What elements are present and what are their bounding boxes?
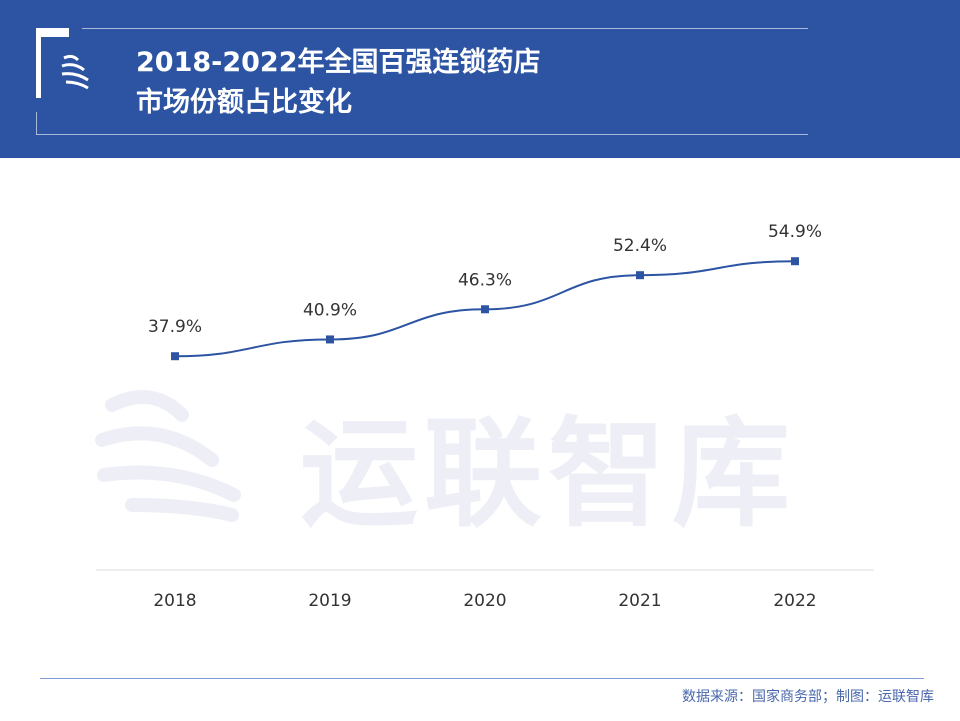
- x-tick-label: 2020: [463, 591, 506, 611]
- footer-rule: [40, 678, 924, 679]
- data-label: 46.3%: [458, 270, 512, 290]
- data-label: 40.9%: [303, 300, 357, 320]
- x-tick-label: 2019: [308, 591, 351, 611]
- bracket-line: [36, 112, 37, 134]
- bottom-rule: [36, 134, 808, 135]
- data-label: 54.9%: [768, 222, 822, 242]
- chart-title-line1: 2018-2022年全国百强连锁药店: [136, 47, 541, 78]
- data-point: [326, 335, 334, 344]
- data-point: [171, 352, 179, 361]
- data-point: [481, 305, 489, 314]
- data-label: 52.4%: [613, 236, 667, 256]
- logo-icon: [61, 54, 89, 90]
- chart-title-line2: 市场份额占比变化: [136, 87, 352, 118]
- x-tick-label: 2021: [618, 591, 661, 611]
- data-point: [791, 257, 799, 266]
- top-rule: [82, 28, 808, 29]
- bracket-decoration: [36, 28, 69, 98]
- source-note: 数据来源：国家商务部；制图：运联智库: [682, 689, 934, 705]
- header-banner: 2018-2022年全国百强连锁药店 市场份额占比变化: [0, 0, 960, 158]
- data-point: [636, 271, 644, 280]
- x-tick-label: 2022: [773, 591, 816, 611]
- watermark-text: 运联智库: [300, 405, 797, 543]
- data-label: 37.9%: [148, 317, 202, 337]
- watermark-logo-icon: [95, 390, 241, 522]
- x-tick-label: 2018: [153, 591, 196, 611]
